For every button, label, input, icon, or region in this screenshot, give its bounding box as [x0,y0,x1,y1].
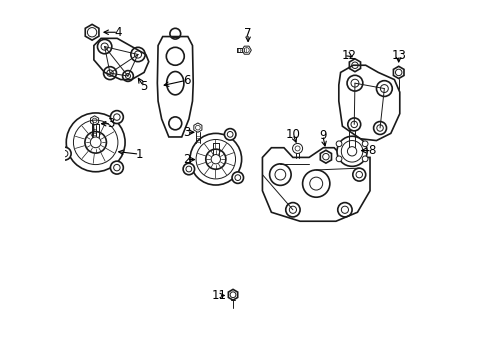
Text: 12: 12 [342,49,356,62]
Text: 1: 1 [135,148,143,161]
Polygon shape [262,148,369,221]
Text: 7: 7 [244,27,251,40]
Text: 8: 8 [367,144,375,157]
Circle shape [362,141,367,147]
Circle shape [335,141,341,147]
Circle shape [335,156,341,162]
Polygon shape [94,39,148,80]
Text: 4: 4 [114,26,122,39]
Polygon shape [157,37,193,137]
Circle shape [110,111,123,123]
Circle shape [58,147,71,160]
Circle shape [183,163,194,175]
Text: 6: 6 [183,74,190,87]
Text: 3: 3 [107,117,115,130]
Circle shape [224,129,235,140]
Text: 11: 11 [211,289,226,302]
Text: 10: 10 [285,127,300,141]
Circle shape [66,113,125,172]
Polygon shape [338,65,399,140]
Text: 2: 2 [183,153,190,166]
Circle shape [362,156,367,162]
Text: 3: 3 [183,126,190,139]
Circle shape [232,172,243,183]
Circle shape [190,134,241,185]
Circle shape [110,161,123,174]
Text: 9: 9 [318,129,326,142]
Circle shape [336,136,366,166]
Text: 13: 13 [390,49,406,62]
Text: 5: 5 [140,80,147,93]
